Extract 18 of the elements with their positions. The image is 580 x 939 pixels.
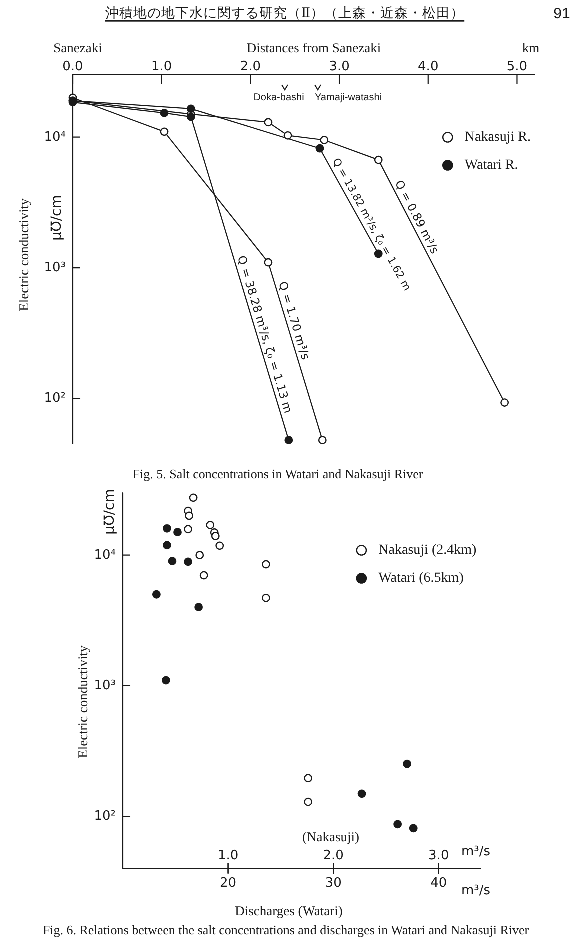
text: μ℧/cm xyxy=(102,489,118,535)
y-axis-title: Electric conductivity xyxy=(76,645,90,758)
x-tick-label: 20 xyxy=(220,876,237,891)
text: Fig. 6. Relations between the salt concentrations and discharges in Watari and Nakasuji River xyxy=(42,922,530,938)
x2-axis-title: (Nakasuji) xyxy=(302,830,360,844)
y-tick-label: 10³ xyxy=(94,678,116,694)
x2-tick-label: 1.0 xyxy=(218,848,239,864)
y-tick-label: 10⁴ xyxy=(94,548,116,563)
x-tick-label: 40 xyxy=(430,876,448,891)
legend-label: Nakasuji (2.4km) xyxy=(378,543,477,558)
annotation: m³/s xyxy=(461,844,491,860)
x2-tick-label: 3.0 xyxy=(428,848,450,864)
legend-label: Watari (6.5km) xyxy=(378,571,464,586)
x2-tick-label: 2.0 xyxy=(323,848,344,864)
text: m³/s xyxy=(461,884,491,898)
x-tick-label: 30 xyxy=(325,876,342,891)
x-axis-title: Discharges (Watari) xyxy=(235,904,343,918)
y-tick-label: 10² xyxy=(94,809,116,824)
